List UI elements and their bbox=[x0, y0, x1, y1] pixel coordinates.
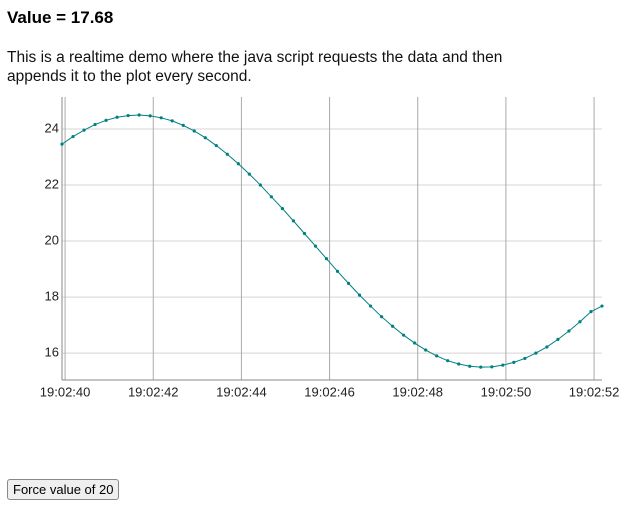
data-point bbox=[490, 365, 494, 369]
data-point bbox=[236, 162, 240, 166]
data-point bbox=[181, 123, 185, 127]
data-point bbox=[148, 114, 152, 118]
data-point bbox=[192, 129, 196, 133]
data-point bbox=[159, 116, 163, 120]
data-point bbox=[578, 320, 582, 324]
x-tick-label: 19:02:46 bbox=[304, 384, 355, 399]
data-point bbox=[93, 122, 97, 127]
data-point bbox=[269, 195, 273, 199]
data-point bbox=[104, 118, 108, 122]
data-point bbox=[379, 315, 384, 319]
y-tick-label: 22 bbox=[45, 176, 59, 191]
data-point bbox=[82, 128, 86, 132]
data-point bbox=[567, 329, 571, 333]
data-point bbox=[203, 136, 207, 140]
data-point bbox=[457, 362, 461, 366]
data-point bbox=[258, 183, 262, 187]
data-point bbox=[170, 119, 174, 123]
description: This is a realtime demo where the java s… bbox=[7, 49, 503, 85]
data-point bbox=[291, 219, 296, 223]
data-point bbox=[71, 134, 75, 139]
x-tick-label: 19:02:52 bbox=[569, 384, 620, 399]
data-point bbox=[600, 304, 604, 308]
data-point bbox=[413, 341, 417, 345]
data-point bbox=[60, 142, 64, 146]
data-point bbox=[313, 244, 318, 248]
x-tick-label: 19:02:48 bbox=[392, 384, 443, 399]
data-point bbox=[523, 356, 527, 361]
data-point bbox=[391, 324, 395, 328]
data-point bbox=[545, 345, 549, 349]
data-point bbox=[468, 364, 472, 368]
data-point bbox=[302, 231, 307, 236]
data-point bbox=[115, 115, 119, 119]
data-point bbox=[225, 152, 229, 156]
data-point bbox=[126, 113, 130, 118]
y-tick-label: 16 bbox=[45, 345, 59, 360]
data-point bbox=[512, 360, 516, 364]
data-line bbox=[61, 114, 603, 368]
y-tick-label: 18 bbox=[45, 289, 59, 304]
force-value-button[interactable]: Force value of 20 bbox=[7, 479, 120, 500]
data-point bbox=[324, 257, 329, 261]
data-point bbox=[446, 359, 450, 363]
x-tick-label: 19:02:40 bbox=[40, 384, 91, 399]
data-point bbox=[247, 172, 251, 176]
data-point bbox=[556, 337, 560, 341]
data-point bbox=[346, 281, 351, 285]
data-point bbox=[214, 143, 218, 148]
data-point bbox=[368, 304, 373, 308]
data-point bbox=[479, 365, 483, 369]
data-point bbox=[589, 310, 593, 314]
data-point bbox=[357, 293, 362, 297]
data-point bbox=[501, 363, 505, 367]
data-point bbox=[424, 348, 428, 352]
data-point bbox=[435, 354, 439, 358]
x-tick-label: 19:02:42 bbox=[128, 384, 179, 399]
data-point bbox=[402, 333, 406, 337]
y-tick-label: 24 bbox=[45, 120, 59, 135]
data-point bbox=[534, 351, 538, 355]
data-point bbox=[137, 113, 141, 117]
data-point bbox=[280, 206, 285, 211]
y-tick-label: 20 bbox=[45, 232, 59, 247]
x-tick-label: 19:02:50 bbox=[481, 384, 532, 399]
data-point bbox=[335, 269, 340, 273]
value-heading: Value = 17.68 bbox=[7, 8, 114, 27]
x-tick-label: 19:02:44 bbox=[216, 384, 267, 399]
chart: 16 18 20 22 24 19:02:40 19:02:42 19:02:44 19:02:… bbox=[40, 97, 620, 399]
